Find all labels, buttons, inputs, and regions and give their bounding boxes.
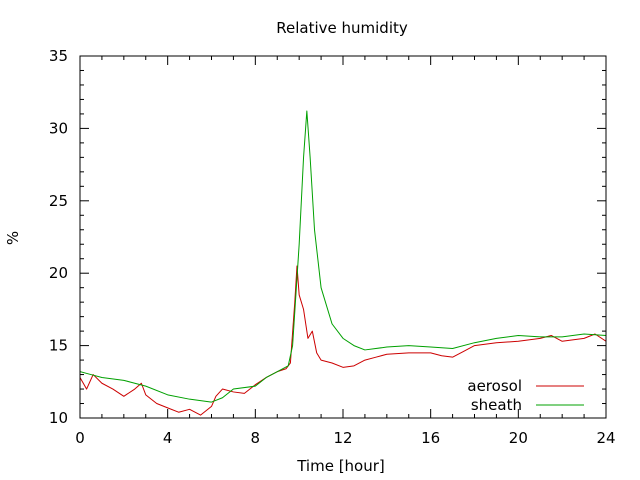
y-axis-label: % <box>4 231 22 245</box>
x-tick-label: 4 <box>163 429 173 447</box>
tick-layer <box>79 55 607 419</box>
legend-label-aerosol: aerosol <box>467 377 522 395</box>
series-layer <box>80 110 606 416</box>
plot-frame <box>79 55 607 419</box>
x-tick-label: 8 <box>251 429 261 447</box>
x-tick-label: 20 <box>509 429 528 447</box>
x-tick-label: 16 <box>421 429 440 447</box>
chart-title: Relative humidity <box>276 19 408 37</box>
y-tick-label: 15 <box>49 337 68 355</box>
x-axis-label: Time [hour] <box>296 457 385 475</box>
y-tick-label: 30 <box>49 119 68 137</box>
y-tick-label: 10 <box>49 409 68 427</box>
x-tick-label: 0 <box>75 429 85 447</box>
tick-label-layer: 0 4 8 12 16 20 24 10 15 20 25 30 35 <box>49 47 616 447</box>
x-tick-label: 12 <box>333 429 352 447</box>
series-line-sheath <box>80 110 606 403</box>
y-tick-label: 25 <box>49 192 68 210</box>
legend-label-sheath: sheath <box>471 396 522 414</box>
y-tick-label: 20 <box>49 264 68 282</box>
series-line-aerosol <box>80 265 606 416</box>
y-tick-label: 35 <box>49 47 68 65</box>
x-tick-label: 24 <box>596 429 615 447</box>
